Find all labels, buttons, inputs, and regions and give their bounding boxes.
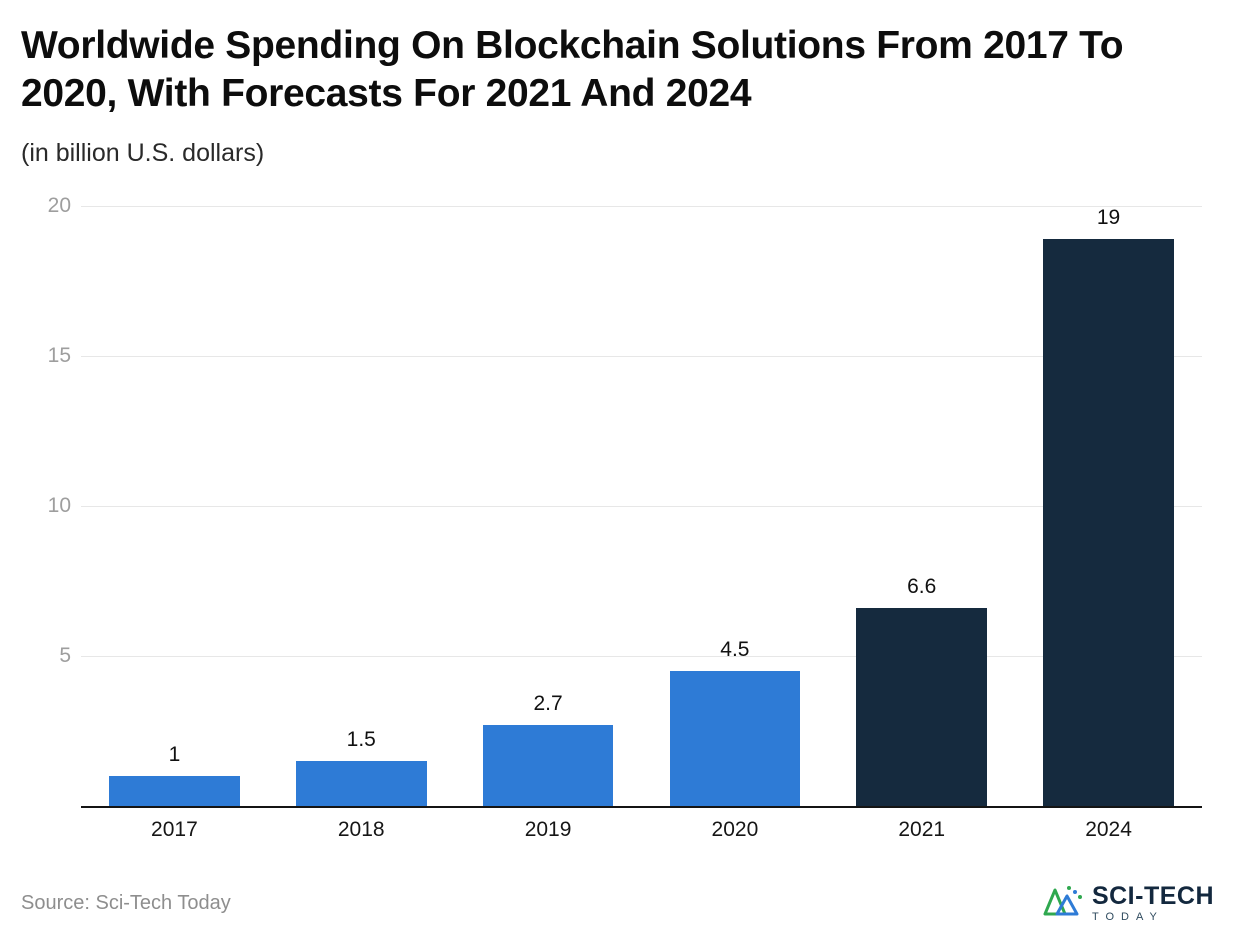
bars-container: 1 1.5 2.7 4.5 6.6 19: [81, 206, 1202, 807]
bar-value-label: 4.5: [720, 638, 750, 662]
gridline: [81, 206, 1202, 208]
plot-area: [81, 206, 1202, 809]
y-axis-tick-label: 5: [59, 644, 71, 668]
y-axis-tick-label: 15: [47, 344, 71, 368]
bar-column: 19: [1015, 206, 1202, 807]
bar-value-label: 1.5: [346, 728, 376, 752]
x-axis-tick-label: 2018: [337, 818, 385, 842]
x-axis-tick-label: 2024: [1085, 818, 1132, 842]
y-axis-tick-label: 20: [47, 194, 71, 218]
x-axis-tick-label: 2020: [711, 818, 759, 842]
x-axis-labels: 2017 2018 2019 2020 2021 2024: [81, 818, 1202, 842]
y-axis-tick-label: 10: [47, 494, 71, 518]
chart-subtitle: (in billion U.S. dollars): [21, 139, 265, 168]
bar: [1043, 239, 1174, 807]
bar: [295, 761, 427, 807]
footer: Source: Sci-Tech Today SCI-TECH TODAY: [21, 883, 1214, 924]
x-axis-tick-label: 2017: [151, 818, 198, 842]
bar-value-label: 19: [1096, 206, 1121, 230]
bar-column: 6.6: [828, 206, 1015, 807]
bar-column: 2.7: [455, 206, 642, 807]
sci-tech-today-logo-icon: [1042, 883, 1084, 924]
bar-value-label: 1: [168, 743, 181, 767]
gridline: [81, 656, 1202, 658]
bar-column: 4.5: [641, 206, 828, 807]
x-axis-tick-label: 2019: [524, 818, 572, 842]
bar-chart: 1 1.5 2.7 4.5 6.6 19 2017 2018 2019 2020 2021 2024…: [21, 194, 1220, 866]
bar-value-label: 6.6: [907, 575, 937, 599]
x-axis-tick-label: 2021: [898, 818, 946, 842]
logo-text: SCI-TECH TODAY: [1092, 884, 1214, 923]
bar: [109, 776, 240, 807]
source-text: Source: Sci-Tech Today: [21, 892, 231, 914]
chart-title: Worldwide Spending On Blockchain Solutio…: [21, 24, 1124, 115]
bar-column: 1.5: [268, 206, 455, 807]
logo-primary-text: SCI-TECH: [1091, 882, 1214, 910]
bar: [482, 725, 614, 807]
bar-value-label: 2.7: [533, 692, 563, 716]
logo: SCI-TECH TODAY: [1042, 883, 1214, 924]
bar-column: 1: [81, 206, 268, 807]
logo-secondary-text: TODAY: [1091, 911, 1164, 923]
gridline: [81, 506, 1202, 508]
bar: [856, 608, 988, 807]
bar: [669, 671, 801, 807]
gridline: [81, 356, 1202, 358]
